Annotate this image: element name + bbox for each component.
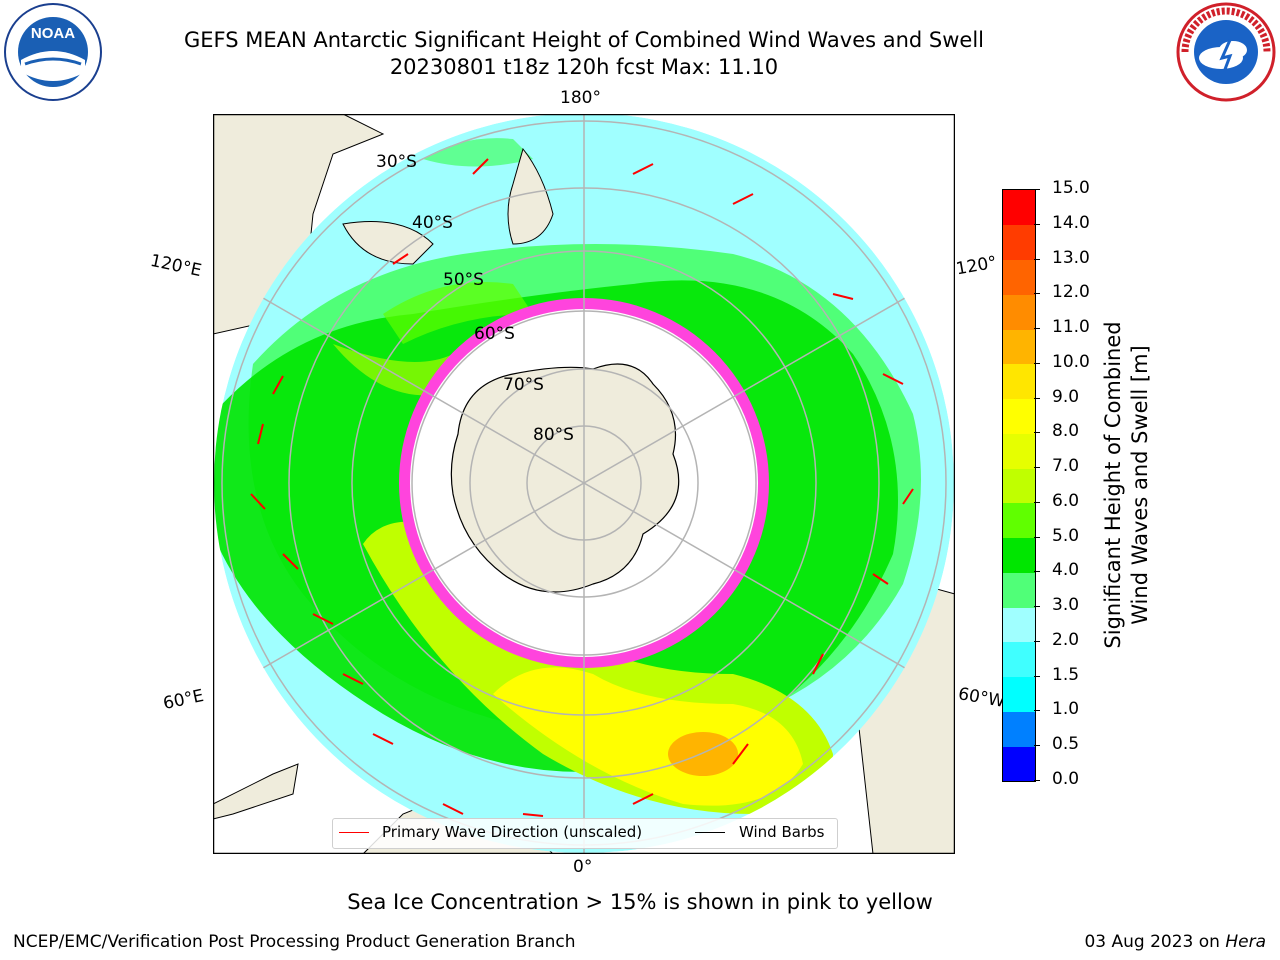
colorbar-label-line1: Significant Height of Combined: [1101, 321, 1125, 649]
title-line-1: GEFS MEAN Antarctic Significant Height o…: [183, 28, 985, 52]
colorbar-segment: [1003, 537, 1035, 573]
tasmania-australia: [342, 221, 434, 265]
colorbar-segment: [1003, 294, 1035, 330]
lon-label-180: 180°: [560, 88, 601, 108]
footer-branch: NCEP/EMC/Verification Post Processing Pr…: [13, 932, 576, 952]
legend-barb-line: [695, 832, 725, 833]
colorbar-tick-mark: [1034, 571, 1040, 573]
colorbar-tick-mark: [1034, 362, 1040, 364]
lat-label-80s: 80°S: [533, 425, 574, 445]
footer-machine: Hera: [1225, 932, 1266, 952]
colorbar-tick-label: 9.0: [1052, 386, 1080, 407]
colorbar-tick-mark: [1034, 397, 1040, 399]
colorbar-tick-mark: [1034, 501, 1040, 503]
colorbar-tick-mark: [1034, 710, 1040, 712]
colorbar-segment: [1003, 641, 1035, 678]
colorbar-tick-mark: [1034, 745, 1040, 747]
colorbar-segment: [1003, 433, 1035, 469]
colorbar-segment: [1003, 676, 1035, 712]
lat-label-70s: 70°S: [503, 375, 544, 395]
map-legend: Primary Wave Direction (unscaled) Wind B…: [332, 818, 838, 849]
colorbar-tick-mark: [1034, 467, 1040, 469]
colorbar-segment: [1003, 363, 1035, 400]
colorbar-ticks: 0.0 0.5 1.0 1.5 2.0 3.0 4.0 5.0 6.0 7.0 8.0 9.0 10.0…: [1034, 178, 1096, 789]
svg-text:NOAA: NOAA: [31, 25, 75, 42]
lon-label-60w: 60°W: [956, 684, 1007, 712]
lon-label-60e: 60°E: [161, 685, 206, 715]
colorbar-tick-label: 1.5: [1052, 664, 1080, 685]
colorbar-tick-mark: [1034, 606, 1040, 608]
colorbar-segment: [1003, 224, 1035, 260]
colorbar-label-line2: Wind Waves and Swell [m]: [1128, 345, 1152, 625]
colorbar-segment: [1003, 259, 1035, 295]
colorbar-segment: [1003, 502, 1035, 539]
nws-logo: [1175, 2, 1277, 102]
colorbar-tick-label: 13.0: [1052, 247, 1090, 268]
antarctica: [450, 363, 680, 593]
colorbar-tick-mark: [1034, 640, 1040, 642]
colorbar-tick-mark: [1034, 328, 1040, 330]
colorbar-segment: [1003, 607, 1035, 643]
colorbar-tick-label: 4.0: [1052, 560, 1080, 581]
colorbar-segment: [1003, 468, 1035, 504]
colorbar-tick-label: 10.0: [1052, 351, 1090, 372]
wave-direction-arrows: [250, 158, 914, 817]
lon-label-120w: 120°: [954, 252, 999, 280]
colorbar-segment: [1003, 398, 1035, 434]
colorbar-tick-mark: [1034, 293, 1040, 295]
colorbar-tick-label: 5.0: [1052, 525, 1080, 546]
colorbar-segment: [1003, 329, 1035, 365]
noaa-logo: NOAA: [3, 2, 103, 102]
colorbar-tick-label: 6.0: [1052, 490, 1080, 511]
colorbar-tick-mark: [1034, 536, 1040, 538]
sea-ice-note: Sea Ice Concentration > 15% is shown in …: [347, 890, 933, 914]
colorbar-tick-label: 15.0: [1052, 178, 1090, 198]
footer-date-text: 03 Aug 2023 on: [1084, 932, 1226, 952]
lon-label-0: 0°: [573, 857, 593, 877]
colorbar-tick-label: 0.0: [1052, 769, 1080, 789]
lon-label-120e: 120°E: [148, 250, 204, 282]
lat-label-30s: 30°S: [376, 152, 417, 172]
colorbar-tick-label: 8.0: [1052, 421, 1080, 442]
colorbar-tick-mark: [1034, 258, 1040, 260]
colorbar-tick-label: 3.0: [1052, 595, 1080, 616]
legend-wave-label: Primary Wave Direction (unscaled): [382, 823, 643, 841]
lat-label-50s: 50°S: [443, 270, 484, 290]
colorbar-tick-mark: [1034, 432, 1040, 434]
wave-field-9m: [493, 667, 803, 806]
colorbar-tick-label: 14.0: [1052, 212, 1090, 233]
colorbar-tick-mark: [1034, 223, 1040, 225]
colorbar-tick-label: 2.0: [1052, 629, 1080, 650]
colorbar-tick-label: 1.0: [1052, 699, 1080, 720]
legend-barb-label: Wind Barbs: [739, 823, 825, 841]
legend-wave-line: [339, 832, 369, 833]
colorbar-tick-label: 0.5: [1052, 734, 1080, 755]
colorbar-segment: [1003, 190, 1035, 226]
colorbar-tick-label: 7.0: [1052, 456, 1080, 477]
wave-height-map: [212, 113, 956, 855]
lat-label-40s: 40°S: [412, 213, 453, 233]
colorbar-tick-mark: [1034, 675, 1040, 677]
wave-field-max: [668, 732, 738, 776]
title-line-2: 20230801 t18z 120h fcst Max: 11.10: [389, 55, 779, 79]
colorbar-segment: [1003, 711, 1035, 747]
colorbar-segment: [1003, 746, 1035, 782]
colorbar-segment: [1003, 572, 1035, 608]
colorbar-tick-mark: [1034, 780, 1040, 781]
lat-label-60s: 60°S: [474, 324, 515, 344]
footer-date: 03 Aug 2023 on Hera: [1084, 932, 1266, 952]
colorbar-tick-mark: [1034, 189, 1040, 190]
colorbar: [1002, 189, 1036, 782]
new-zealand: [507, 147, 554, 245]
colorbar-tick-label: 11.0: [1052, 317, 1090, 338]
colorbar-tick-label: 12.0: [1052, 282, 1090, 303]
